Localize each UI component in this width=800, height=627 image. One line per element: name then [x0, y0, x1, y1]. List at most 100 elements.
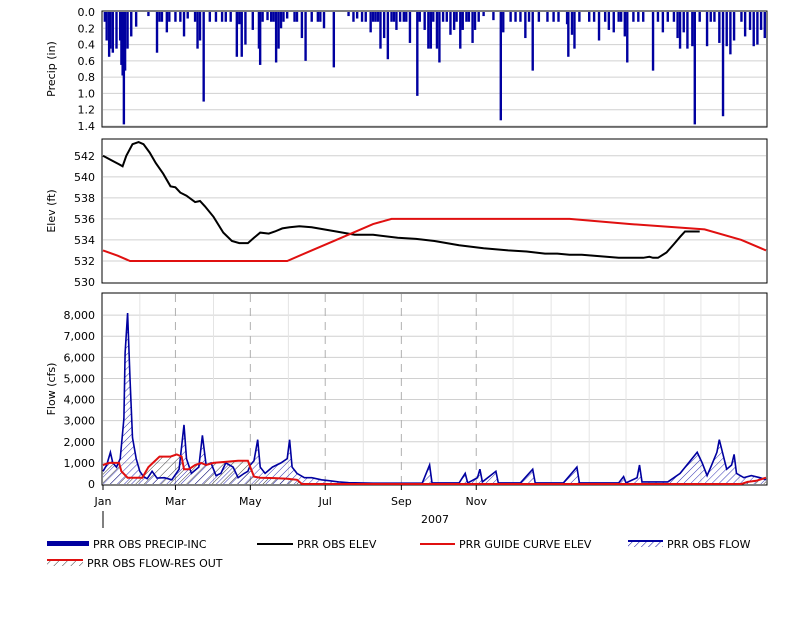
precip-bar: [165, 12, 169, 33]
precip-bar: [235, 12, 239, 57]
precip-tick-label: 0.2: [78, 22, 96, 35]
x-tick-label: Sep: [391, 495, 412, 508]
precip-bar: [435, 12, 439, 49]
legend-swatch-precip: [47, 541, 89, 546]
precip-bar: [477, 12, 480, 22]
elev-tick-label: 536: [74, 213, 95, 226]
month-gridlines: [139, 294, 740, 484]
precip-bar: [432, 12, 435, 22]
legend-item-precip: PRR OBS PRECIP-INC: [47, 538, 207, 551]
precip-bar: [182, 12, 186, 37]
x-tick-label: May: [239, 495, 262, 508]
elev-tick-label: 538: [74, 192, 95, 205]
legend-label-res-out: PRR OBS FLOW-RES OUT: [87, 557, 223, 570]
precip-bar: [355, 12, 359, 19]
res-out-line: [102, 453, 767, 485]
precip-bar: [202, 12, 205, 102]
precip-bar: [666, 12, 669, 22]
precip-bar: [390, 12, 393, 22]
precip-bar: [623, 12, 627, 37]
precip-bar: [121, 12, 124, 76]
flow-tick-label: 5,000: [64, 372, 96, 385]
precip-bar: [423, 12, 426, 30]
precip-y-ticks: 0.0 0.2 0.4 0.6 0.8 1.0 1.2 1.4: [78, 6, 96, 133]
precip-bar: [360, 12, 364, 22]
elev-tick-label: 540: [74, 171, 95, 184]
precip-bar: [364, 12, 367, 22]
precip-bar: [352, 12, 355, 22]
flow-tick-label: 7,000: [64, 330, 96, 343]
legend-item-obs-elev: PRR OBS ELEV: [257, 538, 377, 551]
x-tick-label: Nov: [466, 495, 488, 508]
precip-bar: [429, 12, 433, 49]
year-label: 2007: [421, 513, 449, 526]
precip-bar: [637, 12, 640, 22]
precip-bar: [371, 12, 375, 22]
guide-curve-line: [102, 217, 767, 262]
precip-bar: [718, 12, 721, 43]
precip-bar: [316, 12, 320, 22]
precip-bar: [459, 12, 462, 49]
precip-bar: [445, 12, 448, 22]
precip-bar: [193, 12, 197, 22]
precip-bar: [565, 12, 569, 25]
precip-grid: [103, 27, 766, 127]
precip-bar: [682, 12, 685, 33]
elev-tick-label: 542: [74, 150, 95, 163]
precip-bar: [570, 12, 574, 35]
precip-bar: [261, 12, 264, 22]
precip-bar: [449, 12, 452, 35]
precip-bar: [725, 12, 728, 47]
precip-bar: [672, 12, 676, 22]
precip-bar: [661, 12, 665, 33]
precip-bar: [732, 12, 736, 41]
precip-bar: [111, 12, 115, 53]
precip-tick-label: 1.2: [78, 104, 96, 117]
x-tick-label: Mar: [165, 495, 186, 508]
precip-bar: [721, 12, 725, 117]
legend-swatch-res-out: [47, 560, 83, 566]
precip-bar: [465, 12, 468, 22]
flow-axis-title: Flow (cfs): [45, 363, 58, 416]
precip-bar: [295, 12, 299, 22]
precip-bar: [693, 12, 696, 125]
precip-bar: [293, 12, 296, 22]
elev-axis-title: Elev (ft): [45, 189, 58, 232]
flow-tick-label: 0: [88, 478, 95, 491]
precip-bar: [107, 12, 111, 57]
precip-bar: [322, 12, 326, 29]
precip-bar: [678, 12, 682, 49]
precip-bar: [304, 12, 307, 61]
flow-tick-label: 8,000: [64, 309, 96, 322]
flow-tick-label: 1,000: [64, 457, 96, 470]
legend-label-guide-curve: PRR GUIDE CURVE ELEV: [459, 538, 592, 551]
flow-panel: [101, 292, 768, 486]
precip-bar: [168, 12, 171, 22]
precip-bar: [686, 12, 689, 49]
precip-bar: [519, 12, 522, 22]
precip-bar: [147, 12, 150, 17]
precip-bar: [438, 12, 441, 63]
legend-label-obs-elev: PRR OBS ELEV: [297, 538, 377, 551]
precip-bar: [408, 12, 412, 43]
legend: PRR OBS PRECIP-INC PRR OBS ELEV PRR GUID…: [47, 538, 751, 570]
precip-bar: [713, 12, 716, 22]
precip-bar: [427, 12, 430, 49]
precip-bar: [756, 12, 759, 45]
flow-y-ticks: 0 1,000 2,000 3,000 4,000 5,000 6,000 7,000 8,00…: [64, 309, 96, 491]
precip-bar: [592, 12, 596, 22]
precip-bar: [282, 12, 285, 22]
precip-bar: [402, 12, 406, 22]
precip-bar: [186, 12, 189, 19]
precip-bar: [509, 12, 512, 22]
precip-bar: [709, 12, 712, 22]
precip-bar: [546, 12, 549, 22]
precip-bar: [752, 12, 755, 47]
precip-bar: [214, 12, 218, 22]
precip-bar: [105, 12, 108, 41]
precip-axis-title: Precip (in): [45, 41, 58, 97]
precip-bar: [179, 12, 182, 22]
precip-bar: [123, 12, 127, 71]
precip-bar: [174, 12, 177, 22]
precip-bar: [158, 12, 161, 22]
